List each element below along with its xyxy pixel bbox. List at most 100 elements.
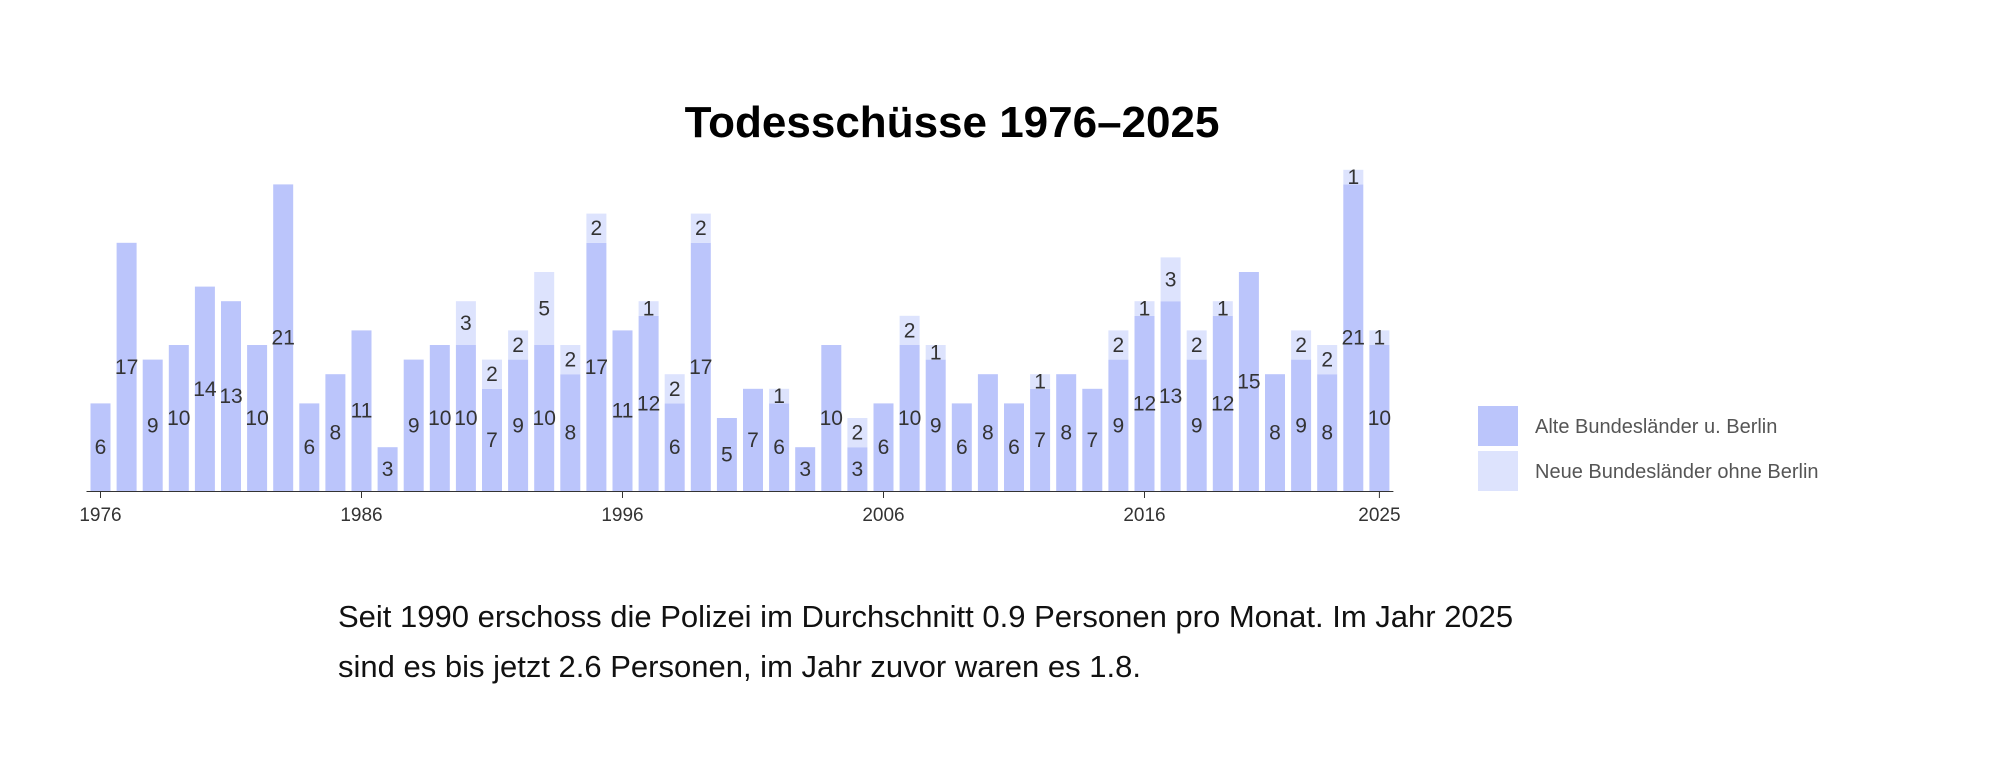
bar-neue-1994	[560, 345, 581, 375]
bar-label-neue-2002: 1	[773, 385, 785, 408]
bar-neue-2012	[1030, 374, 1051, 389]
bar-alte-2023	[1317, 374, 1338, 491]
bar-alte-1991	[482, 388, 502, 491]
bar-label-alte-1983: 21	[272, 327, 295, 350]
bar-label-alte-1977: 17	[115, 356, 138, 379]
bar-label-alte-1996: 11	[612, 400, 634, 423]
bar-alte-2006	[873, 403, 894, 491]
bar-label-neue-1998: 2	[669, 378, 681, 401]
bar-label-alte-2022: 9	[1295, 414, 1307, 437]
bar-label-alte-1987: 3	[382, 458, 394, 481]
bar-neue-2025	[1369, 330, 1390, 345]
bar-label-alte-2023: 8	[1321, 422, 1333, 445]
bar-neue-1991	[482, 359, 502, 389]
bar-label-alte-1980: 14	[193, 378, 217, 401]
bar-alte-1992	[508, 359, 529, 491]
bar-label-alte-1990: 10	[454, 407, 477, 430]
x-tick-label-1996: 1996	[601, 505, 643, 526]
bar-alte-1979	[168, 345, 189, 491]
bar-label-alte-2003: 3	[799, 458, 811, 481]
bar-alte-1998	[664, 403, 685, 491]
bar-alte-2018	[1186, 359, 1207, 491]
bar-neue-2002	[769, 388, 790, 404]
bar-alte-2009	[951, 403, 972, 491]
bar-alte-1983	[273, 184, 294, 491]
bar-alte-1981	[221, 301, 241, 491]
bar-label-alte-1986: 11	[351, 400, 373, 423]
bar-alte-1989	[429, 345, 450, 491]
bar-alte-1996	[612, 330, 633, 491]
bar-neue-1999	[690, 213, 711, 243]
bar-label-alte-2000: 5	[721, 444, 733, 467]
bar-alte-2005	[847, 447, 868, 491]
bar-label-neue-1991: 2	[486, 363, 498, 386]
bar-alte-2001	[743, 388, 763, 491]
bar-neue-2015	[1108, 330, 1129, 360]
bar-neue-2017	[1160, 257, 1181, 302]
bar-label-alte-2004: 10	[820, 407, 843, 430]
bar-alte-2019	[1212, 315, 1233, 491]
x-tick-label-1986: 1986	[340, 505, 382, 526]
bar-neue-1997	[638, 301, 659, 316]
bar-label-alte-2014: 7	[1086, 429, 1098, 452]
bar-alte-1984	[299, 403, 320, 491]
bar-label-alte-2005: 3	[852, 458, 864, 481]
bar-label-neue-2016: 1	[1139, 298, 1151, 321]
bar-label-neue-1993: 5	[538, 298, 550, 321]
bar-alte-1995	[586, 242, 607, 491]
x-axis: 1976 1986 1996 2006 2016 2025	[79, 491, 1401, 526]
bar-label-alte-1997: 12	[637, 392, 660, 415]
bar-label-neue-2012: 1	[1034, 371, 1046, 394]
bar-label-neue-2008: 1	[930, 341, 942, 364]
bar-neue-2005	[847, 418, 868, 448]
bar-alte-2004	[821, 345, 842, 491]
bar-label-alte-2018: 9	[1191, 414, 1203, 437]
bar-alte-1978	[142, 359, 163, 491]
bar-label-alte-2017: 13	[1159, 385, 1182, 408]
bar-label-neue-1994: 2	[564, 349, 576, 372]
x-tick-label-2025: 2025	[1358, 505, 1400, 526]
bar-alte-2012	[1030, 388, 1051, 491]
bar-alte-1994	[560, 374, 581, 491]
bar-neue-2018	[1186, 330, 1207, 360]
bar-label-alte-2013: 8	[1060, 422, 1072, 445]
bar-label-alte-2001: 7	[747, 429, 759, 452]
bar-label-neue-2018: 2	[1191, 334, 1203, 357]
bar-neue-2016	[1134, 301, 1155, 316]
bar-alte-2003	[795, 447, 816, 491]
bar-alte-2016	[1134, 315, 1155, 491]
bar-neue-1998	[664, 374, 685, 404]
bar-neue-2022	[1291, 330, 1312, 360]
bar-label-alte-1989: 10	[428, 407, 451, 430]
bar-alte-2000	[716, 418, 737, 491]
bar-alte-2002	[769, 403, 790, 491]
caption-text: Seit 1990 erschoss die Polizei im Durchs…	[338, 599, 1514, 684]
bar-label-alte-1988: 9	[408, 414, 420, 437]
bar-label-alte-1979: 10	[167, 407, 190, 430]
bar-neue-1990	[455, 301, 476, 345]
bar-alte-1993	[534, 345, 555, 491]
bar-alte-2021	[1265, 374, 1285, 491]
bar-label-alte-1976: 6	[95, 436, 107, 459]
bar-alte-1999	[690, 242, 711, 491]
bar-label-alte-2021: 8	[1269, 422, 1281, 445]
bar-alte-1988	[403, 359, 424, 491]
bar-alte-2024	[1343, 184, 1364, 491]
bar-neue-2024	[1343, 169, 1364, 185]
bar-alte-2015	[1108, 359, 1129, 491]
x-tick-label-2016: 2016	[1123, 505, 1165, 526]
bar-label-neue-1990: 3	[460, 312, 472, 335]
bar-alte-2013	[1056, 374, 1077, 491]
bar-label-alte-1978: 9	[147, 414, 159, 437]
bar-label-neue-2019: 1	[1217, 298, 1229, 321]
bar-label-alte-1999: 17	[689, 356, 712, 379]
bar-alte-1982	[247, 345, 268, 491]
bar-alte-1980	[194, 286, 215, 491]
bar-label-alte-2019: 12	[1211, 392, 1234, 415]
legend-swatch-1	[1478, 406, 1518, 446]
legend-label-2: Neue Bundesländer ohne Berlin	[1535, 461, 1819, 483]
bar-label-neue-1999: 2	[695, 217, 707, 240]
bar-neue-1995	[586, 213, 607, 243]
bar-alte-1977	[116, 242, 137, 491]
bar-neue-2023	[1317, 345, 1338, 375]
